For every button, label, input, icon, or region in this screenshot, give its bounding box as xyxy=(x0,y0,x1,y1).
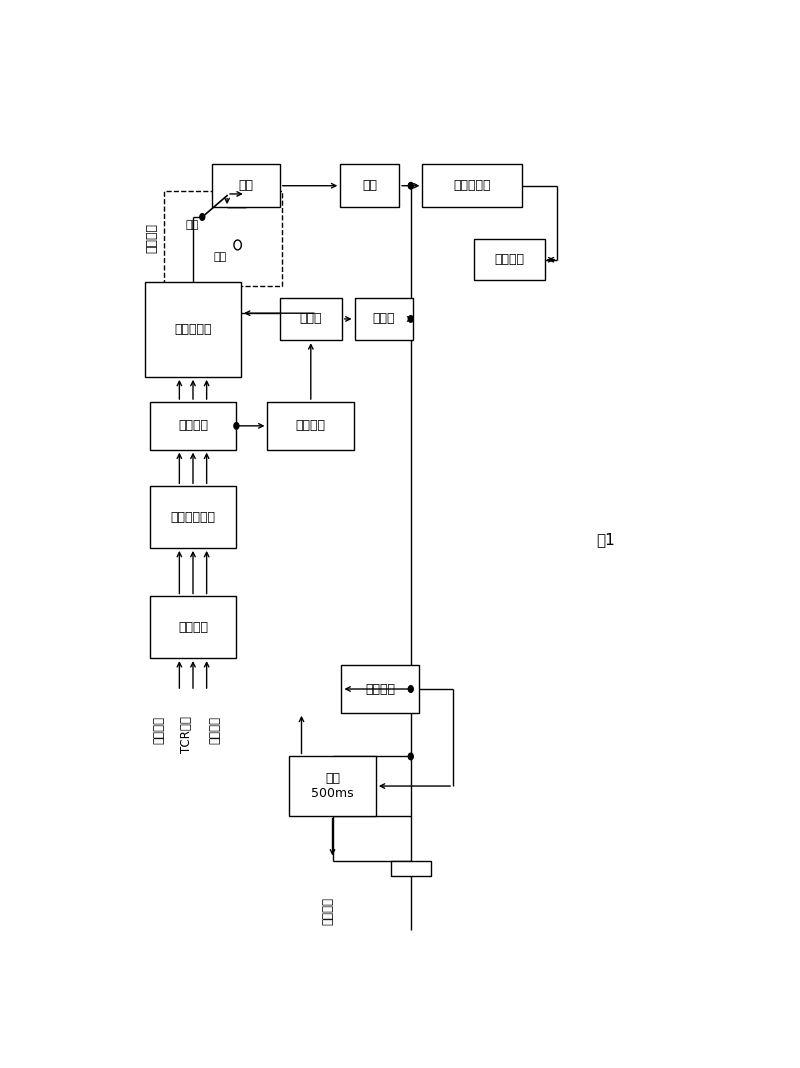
Text: 脉冲放大器: 脉冲放大器 xyxy=(454,179,490,192)
Bar xyxy=(164,191,282,285)
Bar xyxy=(391,861,430,876)
Text: 人工切换: 人工切换 xyxy=(494,253,524,266)
Text: 开关状态: 开关状态 xyxy=(322,897,334,925)
Circle shape xyxy=(408,686,414,692)
Text: 监控: 监控 xyxy=(238,179,253,192)
Text: 自动: 自动 xyxy=(185,220,198,231)
Circle shape xyxy=(408,316,414,323)
Text: 前置处理: 前置处理 xyxy=(178,621,208,633)
Bar xyxy=(150,486,237,548)
Text: 系统电流: 系统电流 xyxy=(152,717,166,744)
Text: 方波化: 方波化 xyxy=(299,313,322,326)
Bar xyxy=(342,665,419,712)
Text: 切换单元: 切换单元 xyxy=(145,223,158,253)
Bar xyxy=(289,756,376,816)
Bar xyxy=(340,164,399,207)
Circle shape xyxy=(408,183,414,189)
Text: 逻辑控制: 逻辑控制 xyxy=(366,682,395,695)
Text: 图1: 图1 xyxy=(596,532,614,547)
Text: 线性化: 线性化 xyxy=(373,313,395,326)
Circle shape xyxy=(234,240,242,250)
Circle shape xyxy=(200,214,205,220)
Text: TCR电流: TCR电流 xyxy=(180,717,194,753)
Bar xyxy=(354,298,414,341)
Bar xyxy=(145,282,241,377)
Bar xyxy=(211,164,280,207)
Bar xyxy=(422,164,522,207)
Text: 无功计算: 无功计算 xyxy=(296,420,326,433)
Bar xyxy=(267,402,354,450)
Text: 给定: 给定 xyxy=(362,179,378,192)
Bar xyxy=(280,298,342,341)
Text: 延时
500ms: 延时 500ms xyxy=(311,772,354,800)
Text: 电网电压: 电网电压 xyxy=(208,717,221,744)
Text: 无功计算: 无功计算 xyxy=(178,420,208,433)
Circle shape xyxy=(408,753,414,759)
Circle shape xyxy=(234,423,239,429)
Bar xyxy=(150,597,237,658)
Text: 线性化处理: 线性化处理 xyxy=(174,324,212,336)
Text: 信号检测处理: 信号检测处理 xyxy=(170,511,215,523)
Bar xyxy=(474,239,545,280)
Text: 手动: 手动 xyxy=(213,252,226,263)
Bar xyxy=(150,402,237,450)
